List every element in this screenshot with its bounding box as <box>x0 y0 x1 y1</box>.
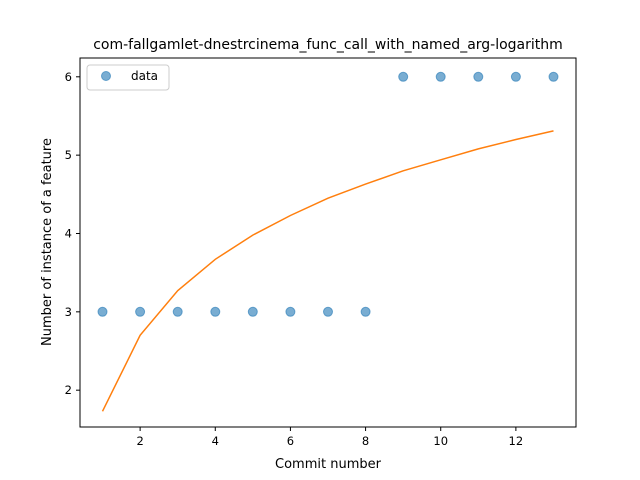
legend-label-data: data <box>131 69 158 83</box>
x-tick-label: 6 <box>287 434 294 448</box>
data-point <box>510 71 521 82</box>
y-tick-label: 4 <box>65 226 72 240</box>
legend-marker-data <box>101 71 111 81</box>
data-point <box>172 306 183 317</box>
data-point <box>323 306 333 317</box>
x-axis-label: Commit number <box>275 457 382 472</box>
axes-frame <box>79 57 577 428</box>
y-axis-label: Number of instance of a feature <box>40 138 55 346</box>
data-point <box>360 306 371 317</box>
y-tick-label: 5 <box>65 148 72 162</box>
data-point <box>435 71 446 82</box>
y-axis: 2 3 4 5 6 <box>65 70 80 397</box>
plot-area <box>97 71 559 412</box>
data-point <box>398 71 409 82</box>
data-point <box>135 306 146 317</box>
legend: data <box>86 64 170 91</box>
x-axis: 2 4 6 8 10 12 <box>136 427 523 448</box>
fit-line <box>101 130 554 412</box>
y-tick-label: 3 <box>65 305 72 319</box>
x-tick-label: 10 <box>433 434 448 448</box>
x-tick-label: 4 <box>212 434 219 448</box>
data-point <box>285 306 296 317</box>
data-point <box>548 71 559 82</box>
data-point <box>97 306 108 317</box>
x-tick-label: 2 <box>136 434 143 448</box>
chart-title: com-fallgamlet-dnestrcinema_func_call_wi… <box>93 37 563 53</box>
data-point <box>247 306 258 317</box>
y-tick-label: 6 <box>65 70 72 84</box>
x-tick-label: 8 <box>362 434 369 448</box>
x-tick-label: 12 <box>509 434 524 448</box>
data-point <box>473 71 484 82</box>
y-tick-label: 2 <box>65 383 72 397</box>
data-point <box>210 306 221 317</box>
